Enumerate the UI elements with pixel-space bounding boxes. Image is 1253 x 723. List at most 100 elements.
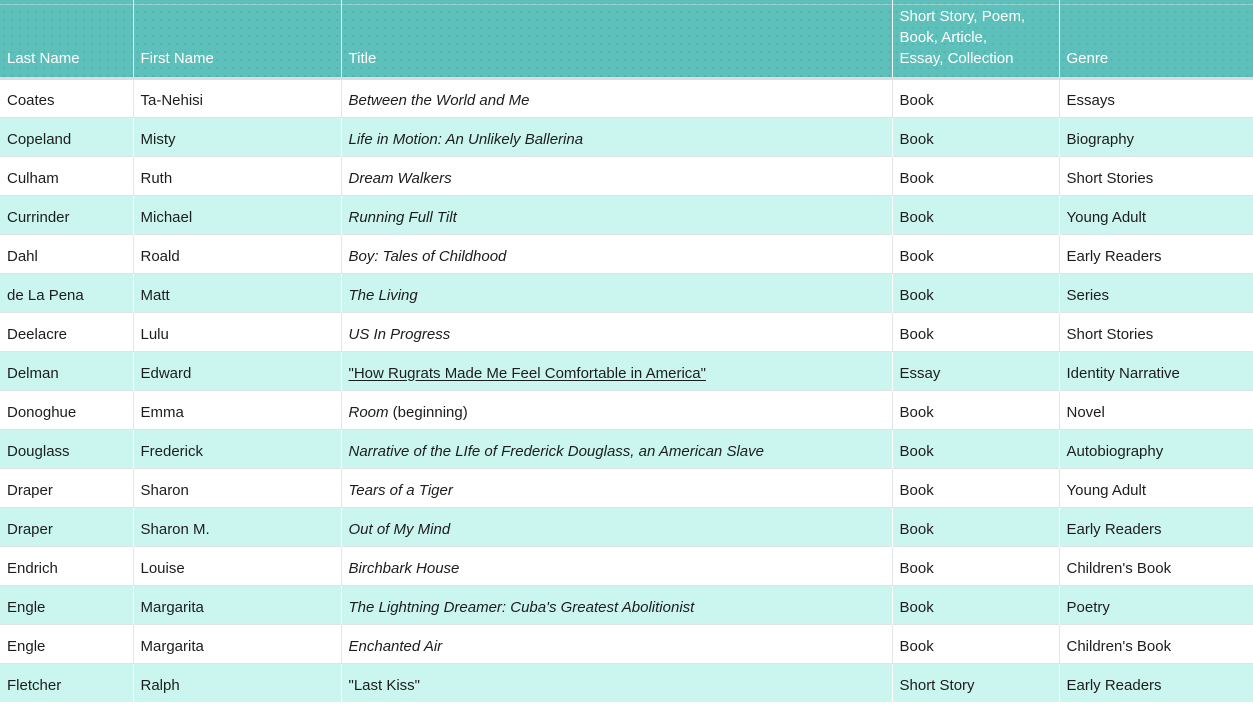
cell-genre[interactable]: Short Stories <box>1059 156 1253 195</box>
cell-type[interactable]: Short Story <box>892 663 1060 702</box>
cell-last-name[interactable]: Delman <box>0 351 134 390</box>
cell-first-name[interactable]: Louise <box>133 546 342 585</box>
cell-title[interactable]: Tears of a Tiger <box>341 468 893 507</box>
cell-type[interactable]: Book <box>892 624 1060 663</box>
title-text: (beginning) <box>388 403 468 421</box>
cell-type[interactable]: Book <box>892 468 1060 507</box>
cell-last-name[interactable]: de La Pena <box>0 273 134 312</box>
cell-title[interactable]: Birchbark House <box>341 546 893 585</box>
title-text: The Living <box>348 286 418 304</box>
table-body: Coates Ta-Nehisi Between the World and Me B… <box>0 78 1253 702</box>
cell-first-name[interactable]: Ta-Nehisi <box>133 78 342 117</box>
header-cell-genre[interactable]: Genre <box>1059 0 1253 78</box>
table-row: Coates Ta-Nehisi Between the World and Me B… <box>0 78 1253 117</box>
cell-last-name[interactable]: Donoghue <box>0 390 134 429</box>
cell-title[interactable]: Narrative of the LIfe of Frederick Dougl… <box>341 429 893 468</box>
header-cell-first-name[interactable]: First Name <box>133 0 342 78</box>
cell-last-name[interactable]: Coates <box>0 78 134 117</box>
cell-last-name[interactable]: Currinder <box>0 195 134 234</box>
title-text: US In Progress <box>348 325 451 343</box>
cell-last-name[interactable]: Draper <box>0 468 134 507</box>
cell-type[interactable]: Essay <box>892 351 1060 390</box>
cell-genre[interactable]: Early Readers <box>1059 663 1253 702</box>
cell-title[interactable]: Between the World and Me <box>341 78 893 117</box>
cell-genre[interactable]: Essays <box>1059 78 1253 117</box>
title-text: Enchanted Air <box>348 637 443 655</box>
cell-title[interactable]: Dream Walkers <box>341 156 893 195</box>
cell-genre[interactable]: Identity Narrative <box>1059 351 1253 390</box>
cell-last-name[interactable]: Culham <box>0 156 134 195</box>
cell-first-name[interactable]: Matt <box>133 273 342 312</box>
cell-last-name[interactable]: Engle <box>0 624 134 663</box>
header-cell-last-name[interactable]: Last Name <box>0 0 134 78</box>
cell-first-name[interactable]: Ralph <box>133 663 342 702</box>
cell-title[interactable]: US In Progress <box>341 312 893 351</box>
cell-last-name[interactable]: Douglass <box>0 429 134 468</box>
title-text: The Lightning Dreamer: Cuba's Greatest A… <box>348 598 695 616</box>
cell-last-name[interactable]: Endrich <box>0 546 134 585</box>
cell-first-name[interactable]: Roald <box>133 234 342 273</box>
cell-genre[interactable]: Children's Book <box>1059 546 1253 585</box>
cell-type[interactable]: Book <box>892 234 1060 273</box>
cell-title[interactable]: Running Full Tilt <box>341 195 893 234</box>
cell-title[interactable]: The Living <box>341 273 893 312</box>
cell-last-name[interactable]: Copeland <box>0 117 134 156</box>
cell-type[interactable]: Book <box>892 507 1060 546</box>
cell-genre[interactable]: Autobiography <box>1059 429 1253 468</box>
cell-first-name[interactable]: Misty <box>133 117 342 156</box>
cell-last-name[interactable]: Engle <box>0 585 134 624</box>
cell-genre[interactable]: Poetry <box>1059 585 1253 624</box>
cell-title[interactable]: "How Rugrats Made Me Feel Comfortable in… <box>341 351 893 390</box>
cell-last-name[interactable]: Deelacre <box>0 312 134 351</box>
cell-genre[interactable]: Young Adult <box>1059 195 1253 234</box>
cell-title[interactable]: Boy: Tales of Childhood <box>341 234 893 273</box>
cell-first-name[interactable]: Ruth <box>133 156 342 195</box>
cell-last-name[interactable]: Draper <box>0 507 134 546</box>
cell-title[interactable]: "Last Kiss" <box>341 663 893 702</box>
cell-genre[interactable]: Children's Book <box>1059 624 1253 663</box>
cell-first-name[interactable]: Edward <box>133 351 342 390</box>
cell-genre[interactable]: Series <box>1059 273 1253 312</box>
cell-type[interactable]: Book <box>892 312 1060 351</box>
cell-type[interactable]: Book <box>892 78 1060 117</box>
table-row: Draper Sharon Tears of a Tiger Book Young Ad… <box>0 468 1253 507</box>
cell-last-name[interactable]: Dahl <box>0 234 134 273</box>
cell-type[interactable]: Book <box>892 273 1060 312</box>
cell-genre[interactable]: Early Readers <box>1059 507 1253 546</box>
table-row: Dahl Roald Boy: Tales of Childhood Book Earl… <box>0 234 1253 273</box>
cell-title[interactable]: The Lightning Dreamer: Cuba's Greatest A… <box>341 585 893 624</box>
cell-type[interactable]: Book <box>892 117 1060 156</box>
cell-genre[interactable]: Early Readers <box>1059 234 1253 273</box>
cell-type[interactable]: Book <box>892 546 1060 585</box>
table-row: Donoghue Emma Room (beginning) Book Novel <box>0 390 1253 429</box>
cell-first-name[interactable]: Margarita <box>133 624 342 663</box>
cell-first-name[interactable]: Margarita <box>133 585 342 624</box>
cell-first-name[interactable]: Lulu <box>133 312 342 351</box>
cell-genre[interactable]: Novel <box>1059 390 1253 429</box>
cell-type[interactable]: Book <box>892 156 1060 195</box>
table-row: Currinder Michael Running Full Tilt Book You… <box>0 195 1253 234</box>
cell-first-name[interactable]: Sharon M. <box>133 507 342 546</box>
title-link-text[interactable]: "How Rugrats Made Me Feel Comfortable in… <box>348 364 706 382</box>
cell-type[interactable]: Book <box>892 390 1060 429</box>
cell-first-name[interactable]: Frederick <box>133 429 342 468</box>
header-cell-title[interactable]: Title <box>341 0 893 78</box>
table-row: Fletcher Ralph "Last Kiss" Short Story Early… <box>0 663 1253 702</box>
cell-genre[interactable]: Biography <box>1059 117 1253 156</box>
cell-title[interactable]: Enchanted Air <box>341 624 893 663</box>
cell-title[interactable]: Out of My Mind <box>341 507 893 546</box>
cell-first-name[interactable]: Michael <box>133 195 342 234</box>
cell-first-name[interactable]: Sharon <box>133 468 342 507</box>
cell-type[interactable]: Book <box>892 195 1060 234</box>
cell-first-name[interactable]: Emma <box>133 390 342 429</box>
cell-title[interactable]: Room (beginning) <box>341 390 893 429</box>
cell-genre[interactable]: Young Adult <box>1059 468 1253 507</box>
header-cell-type[interactable]: Short Story, Poem, Book, Article, Essay,… <box>892 0 1060 78</box>
cell-genre[interactable]: Short Stories <box>1059 312 1253 351</box>
cell-type[interactable]: Book <box>892 429 1060 468</box>
cell-type[interactable]: Book <box>892 585 1060 624</box>
table-header: Last Name First Name Title Short Story, Poe… <box>0 0 1253 78</box>
cell-last-name[interactable]: Fletcher <box>0 663 134 702</box>
cell-title[interactable]: Life in Motion: An Unlikely Ballerina <box>341 117 893 156</box>
